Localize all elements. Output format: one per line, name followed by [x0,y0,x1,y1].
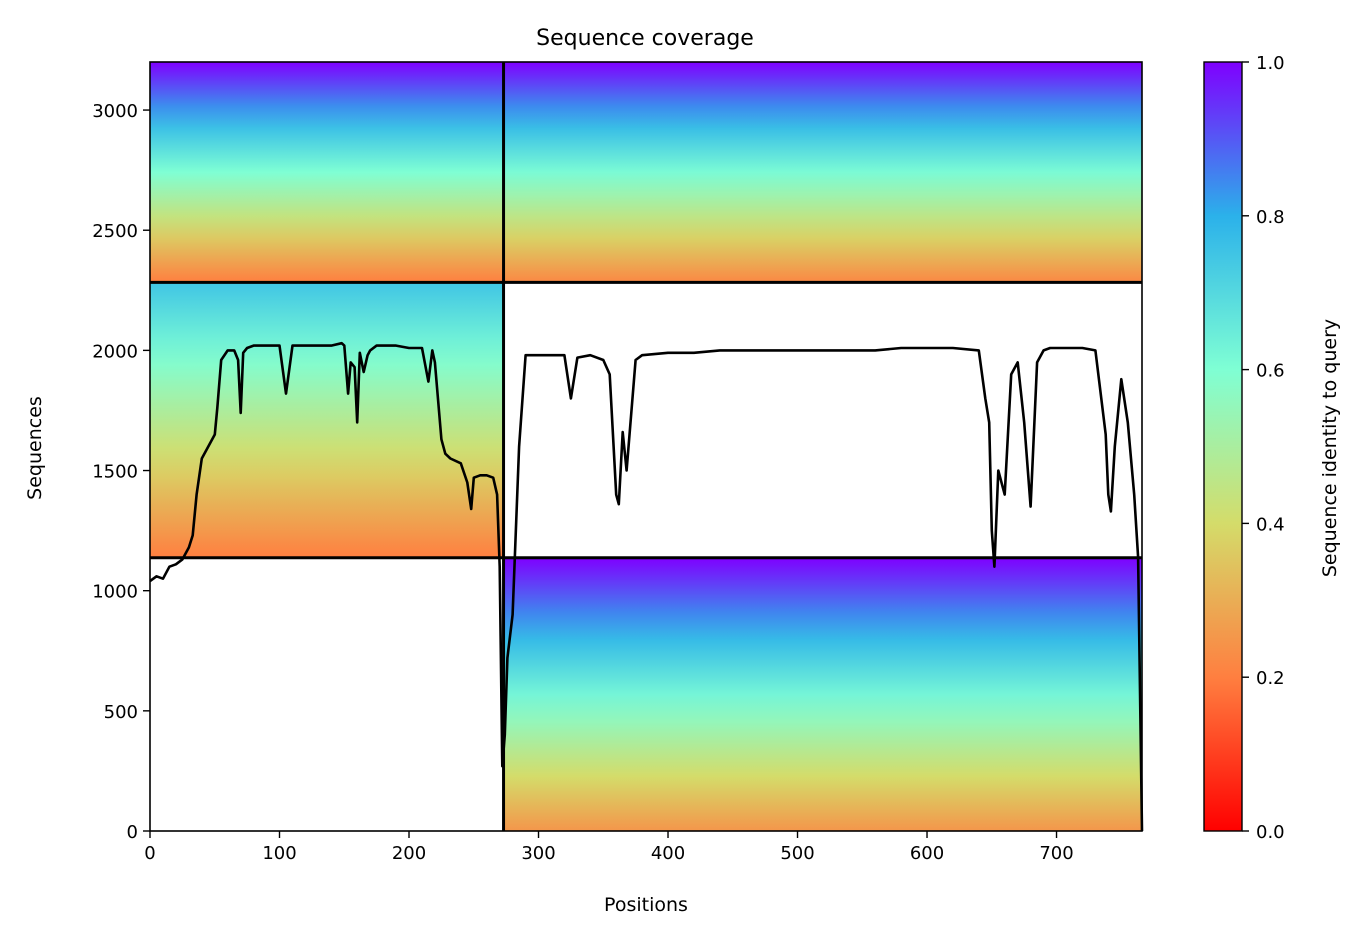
x-tick-label: 200 [392,843,426,864]
colorbar-tick-label: 1.0 [1256,53,1285,74]
plot-frame [149,61,1143,832]
colorbar-label: Sequence identity to query [1319,319,1341,577]
x-tick-label: 300 [521,843,555,864]
colorbar-tick-label: 0.8 [1256,207,1285,228]
coverage-block [503,557,1143,831]
x-tick-label: 700 [1039,843,1073,864]
chain-boundaries [150,62,1142,831]
y-tick-label: 1500 [92,462,138,483]
colorbar-tick-label: 0.6 [1256,361,1285,382]
y-tick-label: 2500 [92,221,138,242]
x-tick-label: 500 [780,843,814,864]
y-axis-label: Sequences [24,396,46,500]
colorbar-tick-label: 0.0 [1256,822,1285,843]
y-tick-label: 500 [104,702,138,723]
y-tick-label: 2000 [92,341,138,362]
y-axis-ticks: 0 500 1000 1500 2000 2500 3000 [92,101,150,843]
x-tick-label: 0 [144,843,155,864]
chart-title: Sequence coverage [536,26,754,51]
x-axis-ticks: 0 100 200 300 400 500 600 700 [144,831,1074,864]
x-tick-label: 100 [262,843,296,864]
colorbar-tick-label: 0.4 [1256,514,1285,535]
coverage-block [150,282,504,558]
y-tick-label: 3000 [92,101,138,122]
y-tick-label: 1000 [92,582,138,603]
coverage-line-layer [149,341,1144,832]
coverage-line [149,341,1144,832]
coverage-block [503,62,1143,283]
x-axis-label: Positions [604,894,688,916]
y-tick-label: 0 [127,822,138,843]
colorbar-tick-label: 0.2 [1256,668,1285,689]
colorbar-ticks: 0.0 0.2 0.4 0.6 0.8 1.0 [1242,53,1285,843]
colorbar [1203,61,1243,832]
coverage-block [150,62,504,283]
x-tick-label: 400 [651,843,685,864]
x-tick-label: 600 [910,843,944,864]
coverage-heatmap [150,62,1143,831]
